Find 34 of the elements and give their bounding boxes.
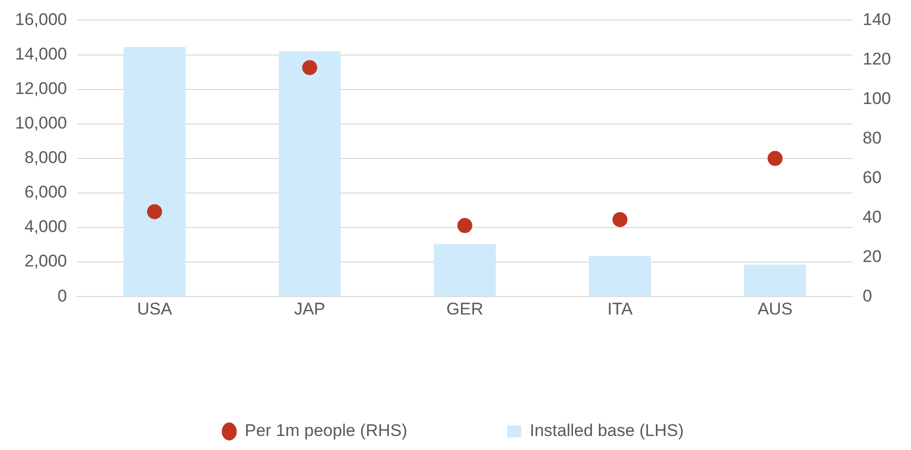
y-tick-label: 0 [58, 286, 67, 306]
y-tick-label: 8,000 [24, 148, 67, 168]
y2-tick-label: 20 [862, 246, 882, 266]
y2-tick-label: 0 [862, 286, 872, 306]
point [457, 218, 472, 234]
y2-tick-label: 60 [862, 168, 882, 187]
y-tick-label: 12,000 [14, 78, 67, 98]
x-tick-label: ITA [607, 299, 634, 318]
bar [278, 51, 341, 296]
y-tick-label: 10,000 [14, 114, 67, 133]
point [302, 60, 318, 76]
legend-label: Per 1m people (RHS) [244, 421, 408, 440]
x-tick-label: AUS [758, 299, 793, 318]
point [147, 204, 162, 220]
y2-tick-label: 100 [862, 88, 892, 108]
y-tick-label: 2,000 [24, 252, 67, 271]
bar [434, 244, 496, 296]
y2-tick-label: 80 [862, 128, 882, 148]
point [768, 150, 783, 166]
y2-tick-label: 140 [862, 10, 892, 29]
y2-tick-label: 120 [862, 49, 892, 68]
y-tick-label: 14,000 [14, 44, 67, 64]
x-tick-label: JAP [294, 299, 326, 318]
point [612, 212, 628, 228]
bar [124, 46, 186, 296]
y-tick-label: 16,000 [14, 10, 67, 29]
legend-label: Installed base (LHS) [530, 421, 684, 440]
x-tick-label: GER [446, 299, 484, 318]
y2-tick-label: 40 [862, 207, 882, 226]
bar [744, 264, 806, 296]
x-tick-label: USA [137, 299, 173, 318]
bar [588, 256, 651, 296]
y-tick-label: 4,000 [24, 217, 67, 236]
y-tick-label: 6,000 [24, 182, 67, 202]
